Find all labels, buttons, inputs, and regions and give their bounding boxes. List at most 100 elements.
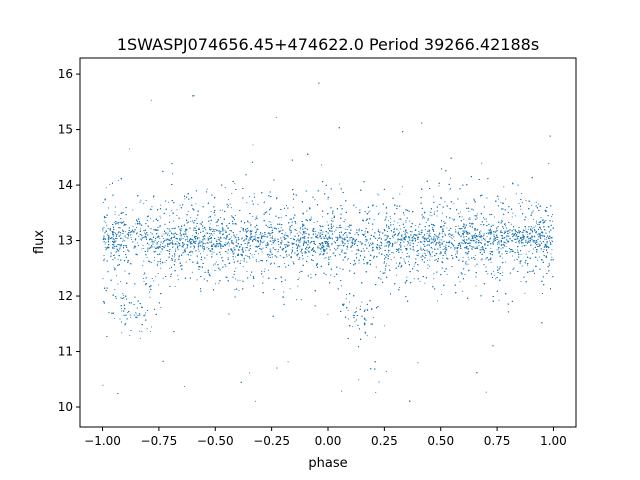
data-point: [221, 226, 223, 228]
data-point: [383, 254, 386, 256]
data-point: [405, 262, 407, 264]
data-point: [234, 289, 236, 291]
data-point: [497, 198, 500, 200]
data-point: [327, 198, 329, 200]
data-point: [423, 240, 425, 242]
data-point: [166, 228, 168, 230]
data-point: [221, 209, 223, 211]
data-point: [150, 232, 152, 234]
data-point: [449, 177, 452, 179]
data-point: [457, 225, 460, 227]
data-point: [502, 271, 504, 273]
data-point: [424, 239, 426, 241]
data-point: [336, 244, 338, 246]
data-point: [281, 239, 283, 241]
data-point: [399, 287, 401, 289]
data-point: [369, 242, 372, 244]
data-point: [187, 211, 189, 213]
data-point: [138, 313, 140, 315]
data-point: [141, 331, 143, 333]
data-point: [463, 227, 466, 230]
data-point: [245, 249, 247, 251]
data-point: [358, 262, 360, 264]
data-point: [280, 241, 282, 244]
data-point: [215, 225, 218, 227]
data-point: [159, 215, 161, 217]
data-point: [474, 240, 476, 242]
data-point: [373, 316, 375, 319]
data-point: [114, 211, 116, 213]
data-point: [468, 211, 470, 213]
data-point: [263, 235, 265, 237]
data-point: [470, 245, 472, 247]
data-point: [225, 241, 227, 244]
data-point: [393, 252, 395, 254]
data-point: [483, 217, 485, 219]
data-point: [299, 246, 301, 248]
data-point: [327, 241, 329, 243]
data-point: [445, 254, 447, 256]
data-point: [249, 258, 251, 260]
data-point: [485, 233, 487, 235]
data-point: [249, 239, 251, 241]
data-point: [182, 238, 184, 240]
data-point: [453, 203, 455, 205]
data-point: [159, 226, 161, 228]
data-point: [495, 278, 497, 280]
data-point: [381, 243, 383, 245]
data-point: [513, 228, 515, 230]
data-point: [515, 193, 517, 195]
data-point: [399, 239, 402, 241]
data-point: [487, 273, 489, 275]
data-point: [269, 213, 271, 215]
data-point: [204, 238, 206, 240]
data-point: [489, 213, 491, 215]
data-point: [345, 238, 347, 240]
data-point: [145, 200, 147, 202]
data-point: [398, 218, 400, 220]
data-point: [503, 186, 505, 188]
data-point: [183, 242, 185, 244]
data-point: [174, 285, 176, 287]
data-point: [209, 251, 211, 253]
data-point: [492, 242, 494, 244]
data-point: [163, 240, 165, 242]
data-point: [205, 232, 207, 234]
data-point: [483, 249, 485, 252]
data-point: [505, 198, 507, 200]
data-point: [150, 209, 152, 211]
data-point: [281, 242, 283, 244]
data-point: [380, 238, 382, 240]
data-point: [480, 249, 482, 251]
data-point: [322, 236, 324, 238]
data-point: [396, 274, 398, 276]
data-point: [159, 245, 161, 247]
data-point: [330, 230, 332, 232]
data-point: [406, 244, 409, 246]
data-point: [534, 240, 536, 242]
data-point: [124, 245, 127, 247]
data-point: [262, 235, 264, 238]
data-point: [549, 240, 551, 242]
data-point: [421, 241, 423, 243]
data-point: [205, 229, 207, 231]
data-point: [467, 233, 469, 235]
data-point: [496, 243, 498, 245]
data-point: [300, 249, 303, 251]
data-point: [335, 229, 337, 231]
data-point: [501, 231, 503, 234]
data-point: [113, 235, 115, 237]
data-point: [146, 256, 148, 258]
data-point: [113, 247, 115, 250]
data-point: [420, 233, 422, 235]
data-point: [533, 241, 535, 243]
data-point: [130, 238, 132, 241]
data-point: [227, 252, 229, 254]
data-point: [225, 266, 227, 268]
data-point: [338, 231, 341, 233]
data-point: [327, 313, 329, 315]
data-point: [413, 265, 415, 267]
data-point: [441, 212, 443, 214]
data-point: [464, 273, 466, 275]
